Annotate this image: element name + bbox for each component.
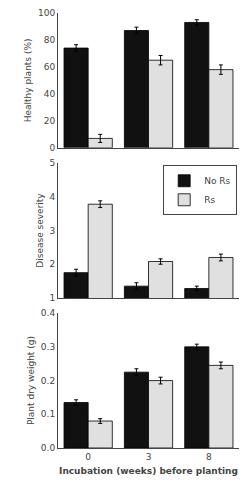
svg-text:40: 40 [44,89,56,99]
svg-text:5: 5 [49,158,55,168]
svg-text:4: 4 [49,192,55,202]
svg-text:0.3: 0.3 [41,342,55,352]
svg-text:0: 0 [85,452,91,462]
svg-text:Disease severity: Disease severity [35,193,45,268]
svg-text:Rs: Rs [204,195,215,205]
svg-text:8: 8 [206,452,212,462]
svg-text:3: 3 [49,226,55,236]
svg-text:1: 1 [49,293,55,303]
svg-text:0.2: 0.2 [41,376,55,386]
svg-text:60: 60 [44,62,56,72]
svg-text:2: 2 [49,259,55,269]
svg-text:0.4: 0.4 [41,308,56,318]
svg-text:80: 80 [44,35,56,45]
svg-text:0: 0 [49,143,55,153]
svg-text:20: 20 [44,116,56,126]
svg-text:Incubation (weeks) before plan: Incubation (weeks) before planting [59,466,238,476]
svg-text:0.1: 0.1 [41,409,55,419]
svg-text:3: 3 [146,452,152,462]
svg-text:No Rs: No Rs [204,176,230,186]
svg-text:Healthy plants (%): Healthy plants (%) [23,39,33,123]
svg-text:Plant dry weight (g): Plant dry weight (g) [26,336,36,425]
svg-text:100: 100 [38,8,55,18]
svg-text:0.0: 0.0 [41,443,56,453]
